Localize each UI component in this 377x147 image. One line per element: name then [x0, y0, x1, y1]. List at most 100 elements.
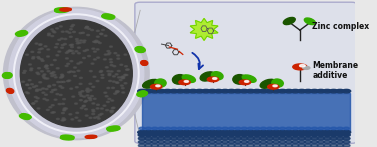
Circle shape	[260, 144, 267, 147]
Circle shape	[124, 54, 127, 55]
Circle shape	[42, 92, 45, 93]
Circle shape	[259, 131, 268, 134]
Circle shape	[56, 44, 58, 45]
Circle shape	[182, 89, 191, 93]
Ellipse shape	[55, 9, 68, 12]
Circle shape	[259, 89, 268, 93]
Circle shape	[43, 74, 46, 75]
Circle shape	[247, 137, 254, 140]
Text: Zinc complex: Zinc complex	[312, 22, 369, 31]
Circle shape	[61, 75, 64, 76]
Circle shape	[121, 76, 124, 77]
Circle shape	[233, 89, 242, 93]
Circle shape	[79, 92, 81, 93]
Circle shape	[86, 91, 89, 92]
Circle shape	[183, 137, 190, 140]
Circle shape	[216, 127, 222, 130]
Circle shape	[253, 141, 261, 143]
Circle shape	[259, 133, 267, 137]
Circle shape	[62, 81, 65, 82]
Circle shape	[49, 107, 52, 108]
Circle shape	[324, 127, 330, 130]
Circle shape	[184, 127, 190, 130]
Circle shape	[100, 113, 103, 115]
Circle shape	[215, 133, 222, 137]
Circle shape	[66, 58, 68, 59]
Circle shape	[215, 141, 222, 143]
Circle shape	[36, 89, 38, 90]
Circle shape	[183, 133, 190, 137]
Circle shape	[74, 67, 77, 68]
Circle shape	[196, 144, 203, 147]
Circle shape	[203, 127, 209, 130]
Circle shape	[63, 110, 66, 111]
Circle shape	[311, 133, 318, 137]
Circle shape	[111, 100, 113, 101]
Circle shape	[92, 103, 95, 104]
Ellipse shape	[17, 32, 28, 36]
Ellipse shape	[143, 79, 159, 88]
Circle shape	[92, 113, 95, 115]
Circle shape	[253, 133, 261, 137]
Circle shape	[67, 72, 70, 73]
Circle shape	[83, 50, 86, 51]
Circle shape	[107, 50, 110, 52]
Circle shape	[176, 133, 184, 137]
Circle shape	[77, 63, 80, 64]
Circle shape	[297, 131, 306, 134]
Ellipse shape	[55, 9, 68, 12]
Circle shape	[122, 77, 125, 79]
Circle shape	[170, 137, 178, 140]
Circle shape	[87, 34, 90, 36]
Circle shape	[61, 76, 64, 77]
Circle shape	[121, 77, 124, 78]
Circle shape	[54, 47, 57, 48]
Circle shape	[311, 137, 318, 140]
Circle shape	[329, 89, 338, 93]
Circle shape	[285, 137, 293, 140]
Circle shape	[74, 75, 77, 76]
Circle shape	[26, 54, 28, 55]
Circle shape	[69, 29, 72, 30]
Circle shape	[273, 127, 279, 130]
Circle shape	[61, 112, 64, 114]
Ellipse shape	[20, 114, 31, 119]
Circle shape	[317, 131, 325, 134]
Ellipse shape	[21, 114, 31, 118]
Circle shape	[25, 92, 28, 93]
Circle shape	[176, 131, 185, 134]
Circle shape	[89, 100, 92, 101]
Circle shape	[50, 91, 53, 93]
Circle shape	[46, 100, 49, 101]
Circle shape	[323, 131, 331, 134]
Circle shape	[86, 26, 89, 28]
Circle shape	[228, 127, 234, 130]
Circle shape	[311, 144, 318, 147]
Circle shape	[144, 133, 152, 137]
Circle shape	[234, 141, 241, 143]
Circle shape	[342, 89, 351, 93]
Circle shape	[233, 131, 242, 134]
Circle shape	[298, 133, 305, 137]
Circle shape	[98, 114, 101, 116]
Circle shape	[56, 55, 59, 56]
Circle shape	[190, 137, 197, 140]
Circle shape	[253, 137, 261, 140]
Circle shape	[330, 133, 337, 137]
Circle shape	[97, 36, 99, 37]
Circle shape	[279, 144, 286, 147]
Circle shape	[158, 127, 164, 130]
Circle shape	[279, 137, 286, 140]
Circle shape	[254, 127, 260, 130]
Circle shape	[273, 85, 277, 87]
Circle shape	[52, 112, 55, 113]
Circle shape	[96, 108, 99, 109]
Circle shape	[88, 28, 90, 29]
Circle shape	[158, 137, 165, 140]
Circle shape	[285, 131, 293, 134]
Circle shape	[77, 70, 80, 71]
Circle shape	[337, 127, 343, 130]
Circle shape	[38, 49, 41, 50]
Circle shape	[103, 105, 106, 106]
Circle shape	[291, 133, 299, 137]
